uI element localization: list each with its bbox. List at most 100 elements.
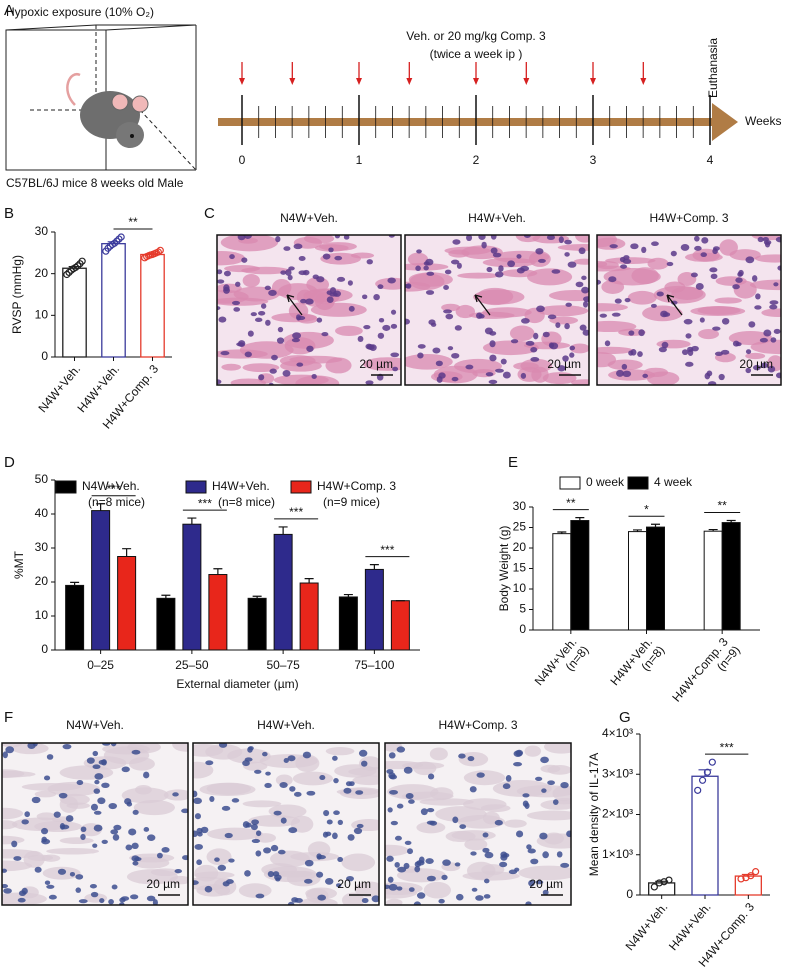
nucleus <box>271 354 278 361</box>
nucleus <box>247 746 253 753</box>
nucleus <box>751 275 758 282</box>
nucleus <box>43 775 51 781</box>
nucleus <box>332 832 338 840</box>
error-bar <box>252 595 262 599</box>
x-tick-label: N4W+Veh. <box>623 900 671 953</box>
nucleus <box>582 329 589 336</box>
nucleus <box>769 300 779 305</box>
nucleus <box>337 856 344 862</box>
nucleus <box>438 372 446 379</box>
histology: N4W+Veh. 20 µm H4W+Veh. 20 µm H4W+Comp. 3 20 … <box>1 211 782 906</box>
nucleus <box>611 312 621 317</box>
nucleus <box>416 249 422 254</box>
nucleus <box>608 276 617 283</box>
nucleus <box>355 790 364 795</box>
nucleus <box>389 789 398 795</box>
nucleus <box>86 757 95 764</box>
nucleus <box>441 874 448 881</box>
nucleus <box>174 868 182 874</box>
nucleus <box>128 828 137 836</box>
bar <box>140 253 165 358</box>
nucleus <box>582 301 589 308</box>
nucleus <box>442 859 451 866</box>
nucleus <box>269 368 277 374</box>
tissue-strand <box>363 357 401 371</box>
tissue-strand <box>238 883 272 898</box>
tissue-strand <box>2 769 25 778</box>
tissue-strand <box>217 250 246 266</box>
nucleus <box>490 247 498 254</box>
nucleus <box>143 827 150 832</box>
tissue-strand <box>537 305 589 317</box>
nucleus <box>387 807 393 813</box>
nucleus <box>521 318 530 324</box>
nucleus <box>90 803 98 811</box>
nucleus <box>558 236 564 244</box>
nucleus <box>465 364 474 370</box>
tissue-strand <box>476 287 514 306</box>
nucleus <box>396 746 406 753</box>
tissue-strand <box>21 782 82 791</box>
nucleus <box>255 893 265 899</box>
nucleus <box>237 235 246 241</box>
nucleus <box>217 306 221 311</box>
nucleus <box>229 254 235 260</box>
nucleus <box>760 362 768 369</box>
treatment: Veh. or 20 mg/kg Comp. 3 <box>406 29 546 43</box>
nucleus <box>685 361 694 367</box>
nucleus <box>296 362 304 367</box>
tissue <box>385 743 571 905</box>
injection-arrow <box>590 62 596 85</box>
nucleus <box>193 880 199 885</box>
nucleus <box>737 271 743 277</box>
nucleus <box>566 830 571 838</box>
tissue-strand <box>569 343 589 354</box>
nucleus <box>769 304 778 310</box>
nucleus <box>31 796 41 804</box>
nucleus <box>466 235 473 242</box>
tissue-strand <box>335 325 363 337</box>
y-tick-label: 0 <box>41 642 48 656</box>
error-bar <box>161 594 171 599</box>
tissue-strand <box>464 838 488 851</box>
nucleus <box>130 894 139 900</box>
nucleus <box>316 317 323 323</box>
nucleus <box>361 760 368 767</box>
nucleus <box>302 751 312 759</box>
error-bar <box>343 593 353 597</box>
nucleus <box>94 779 100 785</box>
nucleus <box>609 244 618 249</box>
nucleus <box>69 871 76 877</box>
tissue-strand <box>697 306 741 315</box>
tissue-strand <box>527 810 571 821</box>
nucleus <box>597 279 602 285</box>
error-bar <box>213 568 223 575</box>
micrograph: 20 µm <box>384 742 572 906</box>
data-point <box>655 879 663 887</box>
arrow-head <box>640 78 647 85</box>
nucleus <box>78 899 88 904</box>
nucleus <box>75 874 84 880</box>
y-tick-label: 15 <box>513 561 527 575</box>
nucleus <box>622 258 632 264</box>
arrow-head <box>590 78 596 85</box>
legend-note: (n=8 mice) <box>88 495 145 509</box>
tissue-strand <box>354 881 379 898</box>
nucleus <box>502 371 511 379</box>
nucleus <box>214 857 220 862</box>
nucleus <box>494 271 504 278</box>
nucleus <box>451 352 460 359</box>
tissue-strand <box>2 743 23 748</box>
bar <box>646 526 665 631</box>
nucleus <box>520 372 527 379</box>
panel-title: N4W+Veh. <box>280 211 338 225</box>
y-tick-label: 0 <box>626 887 633 901</box>
nucleus <box>523 235 531 239</box>
nucleus <box>522 800 529 808</box>
data-point <box>110 239 119 247</box>
nucleus <box>767 365 776 373</box>
tissue-strand <box>601 279 625 294</box>
nucleus <box>547 780 555 786</box>
nucleus <box>378 318 385 323</box>
nucleus <box>447 346 454 351</box>
